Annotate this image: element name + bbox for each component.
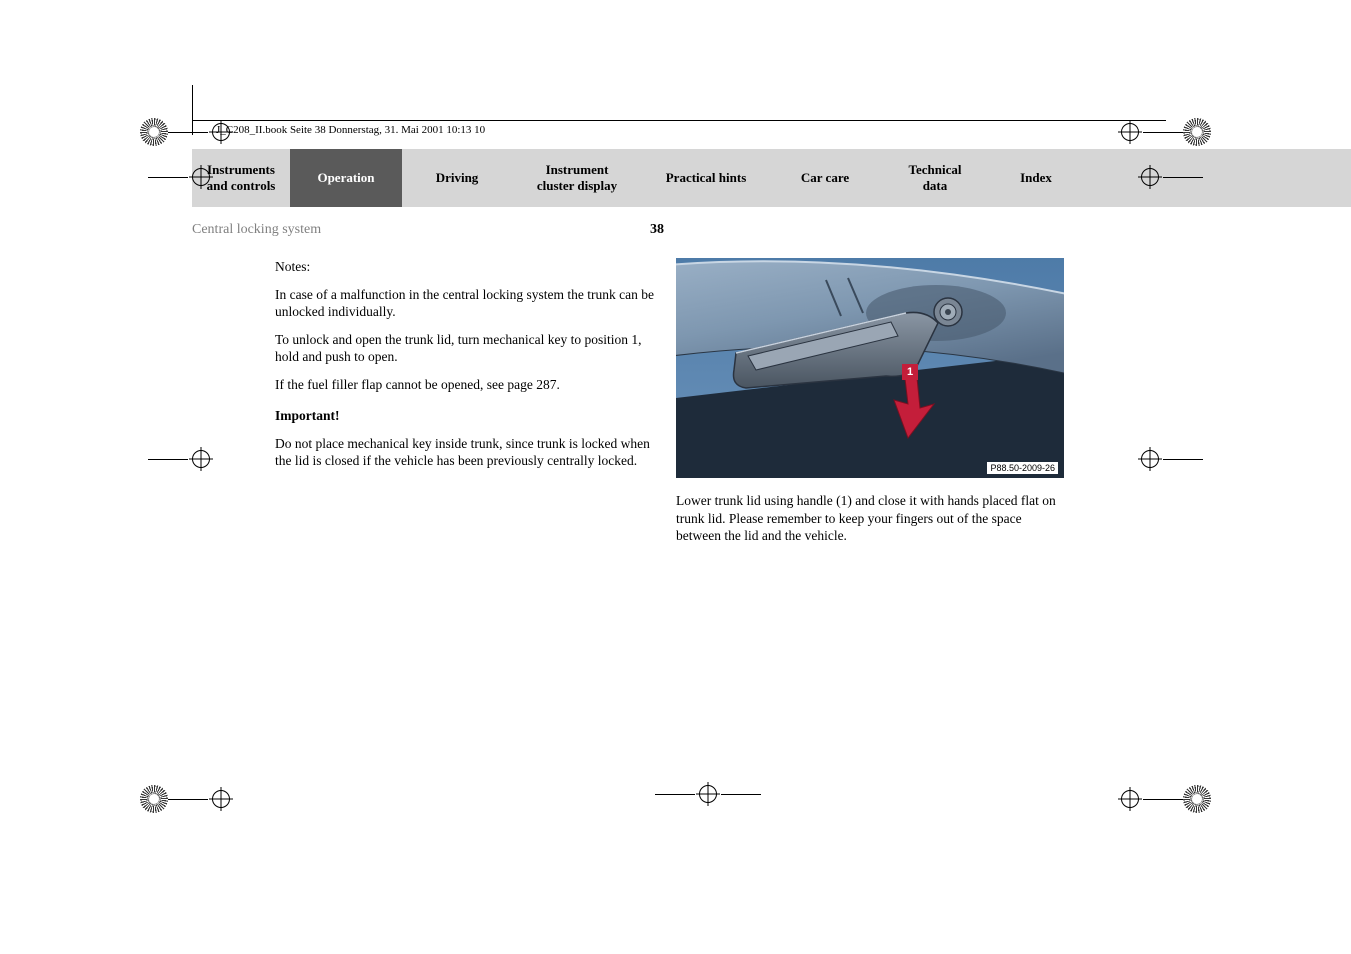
crop-circle-icon: [1183, 118, 1211, 146]
nav-tab-operation[interactable]: Operation: [290, 149, 402, 207]
crop-circle-icon: [140, 785, 168, 813]
section-title: Central locking system: [192, 222, 321, 238]
right-column: 1 P88.50-2009-26 Lower trunk lid using h…: [676, 258, 1064, 545]
registration-mark: [140, 118, 234, 146]
nav-tab-practical-hints[interactable]: Practical hints: [642, 149, 770, 207]
cross-target-icon: [192, 168, 210, 186]
reg-line: [168, 799, 208, 800]
registration-mark: [1137, 168, 1203, 186]
figure-id: P88.50-2009-26: [987, 462, 1058, 474]
nav-tab-driving[interactable]: Driving: [402, 149, 512, 207]
note-paragraph: In case of a malfunction in the central …: [275, 286, 665, 321]
registration-mark: [148, 450, 214, 468]
trunk-illustration: [676, 258, 1064, 478]
registration-mark: [1137, 450, 1203, 468]
nav-tab-instrument[interactable]: Instrumentcluster display: [512, 149, 642, 207]
crop-circle-icon: [1183, 785, 1211, 813]
cross-target-icon: [699, 785, 717, 803]
reg-line: [168, 132, 208, 133]
nav-tab-label: Car care: [801, 170, 849, 186]
important-label: Important!: [275, 407, 665, 425]
print-header-text: J_C208_II.book Seite 38 Donnerstag, 31. …: [216, 124, 485, 136]
notes-label: Notes:: [275, 258, 665, 276]
reg-line: [1163, 177, 1203, 178]
reg-line: [1143, 132, 1183, 133]
nav-tab-technical[interactable]: Technicaldata: [880, 149, 990, 207]
nav-tab-label: Practical hints: [666, 170, 747, 186]
nav-gap: [1082, 149, 1351, 207]
cross-target-icon: [1141, 168, 1159, 186]
reg-line: [721, 794, 761, 795]
page-number: 38: [650, 222, 664, 238]
important-paragraph: Do not place mechanical key inside trunk…: [275, 435, 665, 470]
crop-circle-icon: [140, 118, 168, 146]
cross-target-icon: [1121, 123, 1139, 141]
note-paragraph: If the fuel filler flap cannot be opened…: [275, 376, 665, 394]
registration-mark: [140, 785, 234, 813]
nav-tab-label: Technicaldata: [909, 162, 962, 193]
trunk-figure: 1 P88.50-2009-26: [676, 258, 1064, 478]
reg-line: [1163, 459, 1203, 460]
nav-tab-index[interactable]: Index: [990, 149, 1082, 207]
figure-caption: Lower trunk lid using handle (1) and clo…: [676, 492, 1064, 545]
nav-tab-car-care[interactable]: Car care: [770, 149, 880, 207]
registration-mark: [1117, 118, 1211, 146]
reg-line: [655, 794, 695, 795]
nav-tab-label: Instrumentsand controls: [207, 162, 276, 193]
callout-1: 1: [902, 364, 918, 380]
registration-mark-center: [655, 785, 761, 803]
reg-line: [148, 177, 188, 178]
note-paragraph: To unlock and open the trunk lid, turn m…: [275, 331, 665, 366]
section-header: Central locking system: [192, 222, 1166, 238]
cross-target-icon: [1121, 790, 1139, 808]
nav-tab-label: Index: [1020, 170, 1052, 186]
nav-tab-label: Driving: [436, 170, 479, 186]
registration-mark: [1117, 785, 1211, 813]
reg-line: [1143, 799, 1183, 800]
cross-target-icon: [1141, 450, 1159, 468]
nav-tab-label: Instrumentcluster display: [537, 162, 617, 193]
registration-mark: [148, 168, 214, 186]
left-column: Notes: In case of a malfunction in the c…: [275, 258, 665, 480]
cross-target-icon: [192, 450, 210, 468]
header-rule: [192, 120, 1166, 121]
cross-target-icon: [212, 790, 230, 808]
cross-target-icon: [212, 123, 230, 141]
reg-line: [148, 459, 188, 460]
nav-tab-label: Operation: [317, 170, 374, 186]
